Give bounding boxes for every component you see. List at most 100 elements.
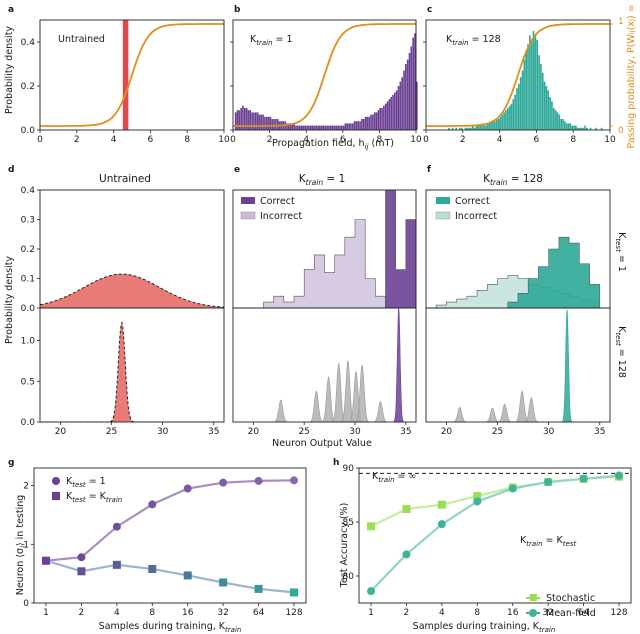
histogram-bar-c-68 [573, 125, 575, 130]
y-tick-h-0: 80 [343, 572, 355, 582]
panel-letter-d: d [8, 165, 14, 175]
x-tick-f-bottom-20: 20 [441, 427, 453, 437]
histogram-bar-c-40 [521, 70, 524, 130]
histogram-bar-b-32 [293, 123, 296, 130]
histogram-bar-b-87 [394, 92, 396, 130]
histogram-bar-c-49 [538, 55, 540, 131]
histogram-bar-b-80 [381, 108, 383, 130]
point-h-0-2 [437, 500, 446, 509]
top-xlabel: Propagation field, hij (mT) [272, 138, 394, 151]
col-title-d: Untrained [99, 173, 151, 185]
histogram-bar-b-67 [357, 121, 360, 130]
histogram-bar-c-45 [530, 39, 533, 130]
panel-letter-c: c [427, 5, 432, 15]
histogram-bar-b-42 [311, 125, 314, 130]
point-h-1-7 [615, 471, 623, 480]
histogram-bar-c-83 [600, 127, 603, 130]
x-tick-a-6: 6 [148, 135, 154, 145]
y-tick-d-top-0: 0.0 [21, 304, 36, 314]
x-tick-d-bottom-35: 35 [208, 427, 219, 437]
x-tick-f-bottom-30: 30 [543, 427, 555, 437]
x-tick-d-bottom-25: 25 [106, 427, 117, 437]
histogram-bar-c-69 [575, 125, 577, 130]
point-g-0-2 [112, 522, 121, 531]
histogram-bar-b-89 [397, 86, 400, 130]
x-tick-d-bottom-20: 20 [55, 427, 67, 437]
legend-swatch-correct-f [436, 197, 450, 204]
g-xlabel: Samples during training, Ktrain [99, 621, 242, 634]
h-ref-label: Ktrain = ∞ [372, 471, 416, 484]
histogram-bar-c-6 [459, 127, 461, 130]
histogram-bar-c-73 [582, 127, 585, 130]
histogram-bar-b-30 [289, 123, 292, 130]
h-annotation: Ktrain = Ktest [520, 535, 576, 548]
histogram-bar-b-54 [333, 125, 336, 130]
histogram-bar-b-11 [254, 112, 257, 130]
histogram-bar-c-74 [584, 125, 586, 130]
histogram-bar-c-77 [589, 127, 592, 130]
histogram-bar-b-73 [368, 116, 371, 130]
histogram-bar-b-88 [395, 90, 398, 130]
histogram-bar-c-31 [505, 110, 507, 130]
histogram-bar-b-58 [340, 125, 343, 130]
x-tick-c-8: 8 [570, 135, 576, 145]
histogram-bar-c-11 [468, 127, 470, 130]
point-g-1-2 [112, 560, 121, 569]
histogram-bar-c-32 [506, 108, 509, 130]
x-tick-h-16: 16 [507, 608, 519, 618]
histogram-bar-b-5 [243, 108, 246, 130]
x-tick-b-8: 8 [377, 135, 383, 145]
histogram-bar-c-9 [464, 127, 467, 130]
x-tick-g-4: 4 [114, 608, 120, 618]
h-xlabel: Samples during training, Ktrain [413, 621, 556, 634]
x-tick-c-0: 0 [423, 135, 429, 145]
histogram-bar-c-67 [571, 125, 573, 130]
fit-curve-d-bottom [40, 320, 224, 423]
passing-probability-curve [426, 23, 610, 127]
x-tick-a-8: 8 [184, 135, 190, 145]
h-legend-marker-stochastic [530, 594, 537, 601]
histogram-bar-b-2 [238, 110, 241, 130]
series-line-g-1 [45, 559, 295, 594]
panel-a-title: Untrained [58, 34, 105, 45]
histogram-bar-b-70 [362, 119, 365, 130]
point-g-1-1 [77, 567, 86, 576]
x-tick-a-0: 0 [37, 135, 43, 145]
point-h-1-5 [544, 478, 553, 487]
x-tick-g-128: 128 [285, 608, 302, 618]
col-title-e: Ktrain = 1 [299, 173, 346, 187]
panel-g-frame [33, 467, 307, 604]
panel-e-bottom-frame [232, 307, 417, 423]
point-h-0-3 [473, 492, 482, 501]
histogram-bar-b-93 [405, 64, 407, 130]
histogram-bar-b-35 [298, 125, 301, 130]
point-g-0-7 [290, 476, 298, 485]
panel-letter-g: g [8, 458, 14, 468]
point-h-1-1 [402, 550, 411, 559]
panel-letter-e: e [234, 165, 240, 175]
histogram-bar-b-51 [328, 125, 330, 130]
histogram-bar-b-40 [308, 125, 310, 130]
panel-c-title: Ktrain = 128 [446, 34, 501, 47]
histogram-bar-c-19 [483, 123, 485, 130]
histogram-bar-c-57 [552, 108, 555, 130]
x-tick-h-1: 1 [368, 608, 374, 618]
y-tick-h-2: 90 [343, 464, 355, 474]
histogram-bar-b-9 [251, 112, 253, 130]
histogram-bar-c-48 [536, 39, 539, 130]
histogram-bar-b-60 [344, 123, 347, 130]
h-legend-meanfield: Mean-field [546, 608, 596, 619]
histogram-bar-b-99 [416, 81, 418, 130]
legend-incorrect-f: Incorrect [455, 211, 497, 222]
histogram-bar-b-48 [322, 125, 325, 130]
histogram-bar-b-14 [260, 114, 263, 130]
right-tick-1: 1 [618, 17, 624, 27]
histogram-bar-c-70 [576, 127, 579, 130]
histogram-bar-b-31 [291, 123, 294, 130]
series-line-g-0 [45, 479, 295, 562]
histogram-bar-b-81 [383, 105, 385, 130]
histogram-bar-b-52 [329, 125, 332, 130]
x-tick-a-4: 4 [111, 135, 117, 145]
histogram-bar-b-69 [361, 119, 363, 130]
